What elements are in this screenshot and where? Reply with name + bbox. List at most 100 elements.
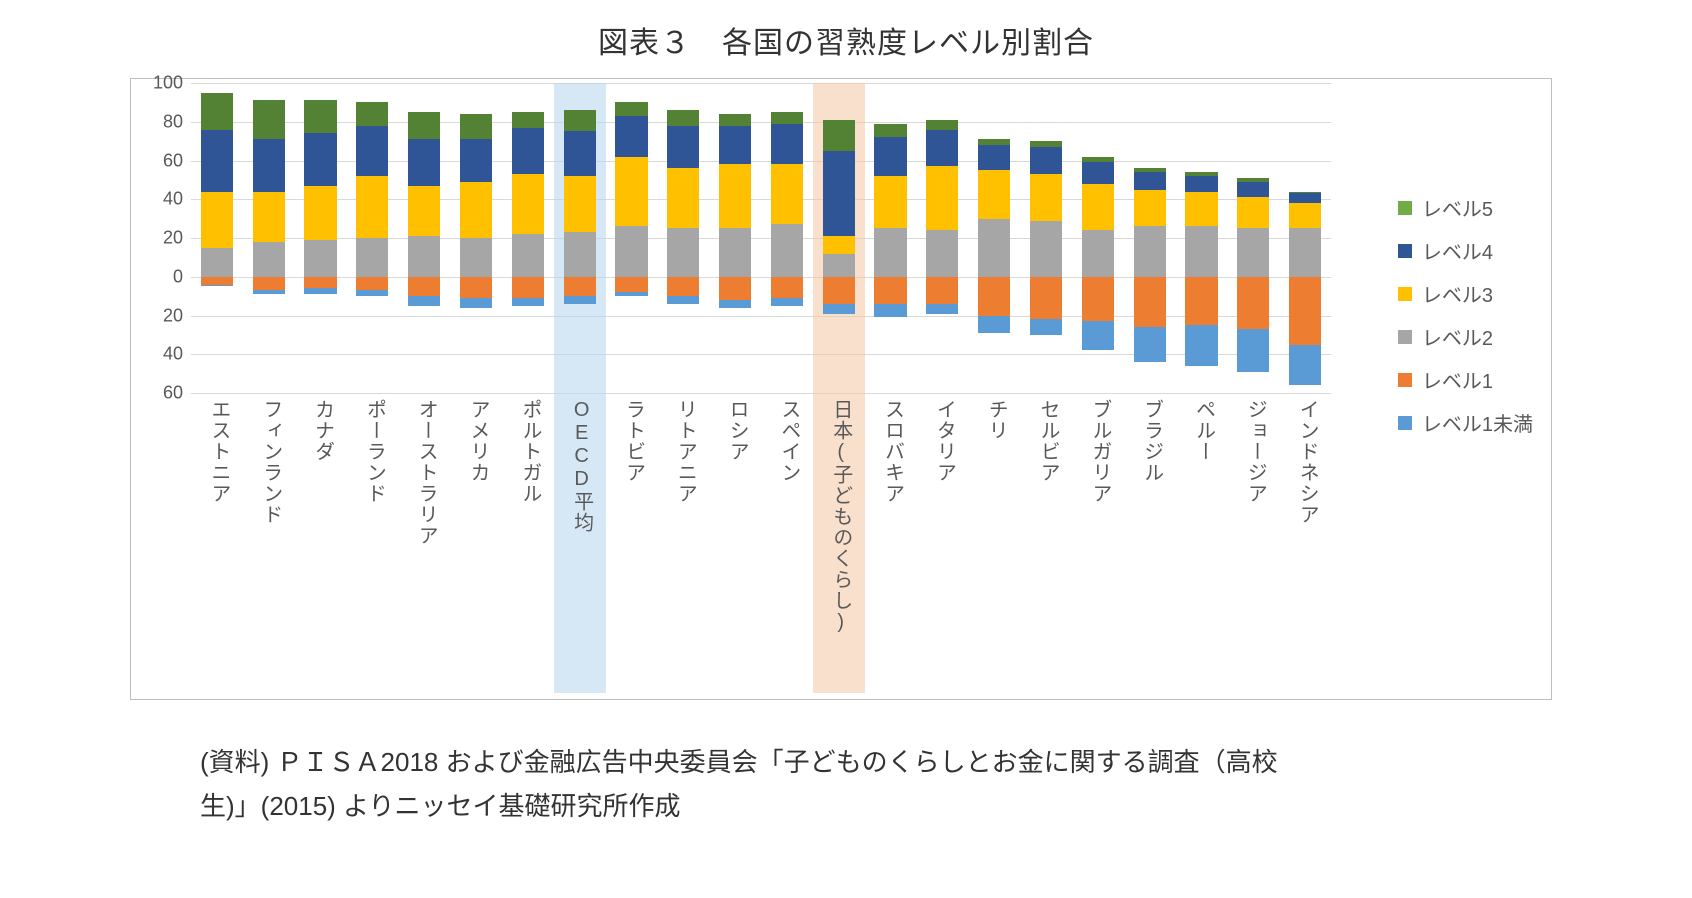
x-axis-label: ブラジル xyxy=(1138,399,1167,483)
bar-segment-level5 xyxy=(1237,178,1269,182)
legend-label: レベル5 xyxy=(1422,193,1493,222)
bar-segment-level2 xyxy=(1289,228,1321,276)
bar-segment-level2 xyxy=(667,228,699,276)
bar-group xyxy=(1134,83,1166,393)
bar-segment-level2 xyxy=(926,230,958,277)
bar-segment-level3 xyxy=(304,186,336,240)
bar-segment-level1 xyxy=(408,277,440,296)
bar-segment-level2 xyxy=(823,254,855,277)
bar-segment-level4 xyxy=(615,116,647,157)
bar-segment-level3 xyxy=(978,170,1010,218)
bar-segment-level5 xyxy=(874,124,906,138)
bar-segment-level4 xyxy=(512,128,544,175)
bar-group xyxy=(771,83,803,393)
bar-segment-level4 xyxy=(304,133,336,185)
plot-area: 100806040200204060 xyxy=(191,83,1331,393)
x-axis-label: リトアニア xyxy=(671,399,700,504)
bar-segment-level4 xyxy=(771,124,803,165)
bar-segment-level1 xyxy=(1237,277,1269,329)
y-tick-label: 60 xyxy=(135,150,191,171)
x-axis-label: ペルー xyxy=(1189,399,1218,462)
legend-item-level1: レベル1 xyxy=(1398,365,1533,394)
x-axis-label: カナダ xyxy=(309,399,338,462)
bar-segment-level2 xyxy=(356,238,388,277)
bar-segment-level3 xyxy=(253,192,285,242)
bar-segment-level2 xyxy=(719,228,751,276)
bar-group xyxy=(926,83,958,393)
bar-segment-level0 xyxy=(667,296,699,304)
legend-item-level5: レベル5 xyxy=(1398,193,1533,222)
bar-group xyxy=(1185,83,1217,393)
legend: レベル5 レベル4 レベル3 レベル2 レベル1 レベル1未満 xyxy=(1398,179,1533,451)
bar-segment-level5 xyxy=(408,112,440,139)
bar-segment-level2 xyxy=(1185,226,1217,276)
bar-segment-level0 xyxy=(1030,319,1062,335)
legend-item-level4: レベル4 xyxy=(1398,236,1533,265)
bar-segment-level5 xyxy=(615,102,647,116)
x-axis-label: エストニア xyxy=(205,399,234,504)
y-tick-label: 100 xyxy=(135,73,191,94)
bar-segment-level1 xyxy=(201,277,233,285)
x-axis-label: インドネシア xyxy=(1293,399,1322,525)
bar-segment-level1 xyxy=(1082,277,1114,322)
bar-segment-level2 xyxy=(615,226,647,276)
bar-segment-level3 xyxy=(874,176,906,228)
source-note: (資料) ＰＩＳＡ2018 および金融広告中央委員会「子どものくらしとお金に関す… xyxy=(200,740,1512,828)
bar-segment-level1 xyxy=(512,277,544,298)
legend-swatch xyxy=(1398,330,1412,344)
legend-label: レベル2 xyxy=(1422,322,1493,351)
bar-segment-level3 xyxy=(460,182,492,238)
bar-segment-level5 xyxy=(1134,168,1166,172)
bar-segment-level4 xyxy=(356,126,388,176)
bar-group xyxy=(978,83,1010,393)
source-line-2: 生)」(2015) よりニッセイ基礎研究所作成 xyxy=(200,791,681,821)
legend-label: レベル4 xyxy=(1422,236,1493,265)
bar-segment-level0 xyxy=(1134,327,1166,362)
y-tick-label: 0 xyxy=(135,266,191,287)
legend-item-level0: レベル1未満 xyxy=(1398,408,1533,437)
bar-group xyxy=(304,83,336,393)
bar-segment-level3 xyxy=(1030,174,1062,221)
bar-group xyxy=(253,83,285,393)
bar-segment-level2 xyxy=(1030,221,1062,277)
bar-segment-level5 xyxy=(460,114,492,139)
bar-segment-level5 xyxy=(564,110,596,131)
bar-segment-level1 xyxy=(978,277,1010,316)
bar-segment-level5 xyxy=(512,112,544,128)
bar-segment-level0 xyxy=(512,298,544,306)
bar-segment-level3 xyxy=(201,192,233,248)
bar-segment-level1 xyxy=(1134,277,1166,327)
bar-segment-level5 xyxy=(201,93,233,130)
bar-segment-level1 xyxy=(874,277,906,304)
bar-segment-level4 xyxy=(253,139,285,191)
chart-title: 図表３ 各国の習熟度レベル別割合 xyxy=(0,0,1692,62)
chart-container: 100806040200204060 エストニアフィンランドカナダポーランドオー… xyxy=(130,78,1552,700)
bar-group xyxy=(564,83,596,393)
bar-group xyxy=(201,83,233,393)
bar-segment-level5 xyxy=(771,112,803,124)
bar-segment-level4 xyxy=(1185,176,1217,192)
bar-segment-level1 xyxy=(564,277,596,296)
bar-segment-level1 xyxy=(356,277,388,291)
bar-segment-level2 xyxy=(512,234,544,277)
bar-segment-level2 xyxy=(1134,226,1166,276)
bar-segment-level0 xyxy=(564,296,596,304)
bar-segment-level2 xyxy=(978,219,1010,277)
bar-segment-level1 xyxy=(1030,277,1062,320)
bar-segment-level2 xyxy=(253,242,285,277)
bar-segment-level4 xyxy=(460,139,492,182)
bars-layer xyxy=(191,83,1331,393)
legend-label: レベル1未満 xyxy=(1422,408,1533,437)
legend-swatch xyxy=(1398,373,1412,387)
bar-segment-level2 xyxy=(1237,228,1269,276)
bar-group xyxy=(408,83,440,393)
x-axis-label: セルビア xyxy=(1034,399,1063,483)
bar-segment-level4 xyxy=(1237,182,1269,198)
bar-segment-level5 xyxy=(667,110,699,126)
bar-segment-level4 xyxy=(719,126,751,165)
legend-label: レベル3 xyxy=(1422,279,1493,308)
bar-segment-level4 xyxy=(667,126,699,169)
bar-segment-level0 xyxy=(1082,321,1114,350)
bar-group xyxy=(823,83,855,393)
bar-segment-level5 xyxy=(823,120,855,151)
